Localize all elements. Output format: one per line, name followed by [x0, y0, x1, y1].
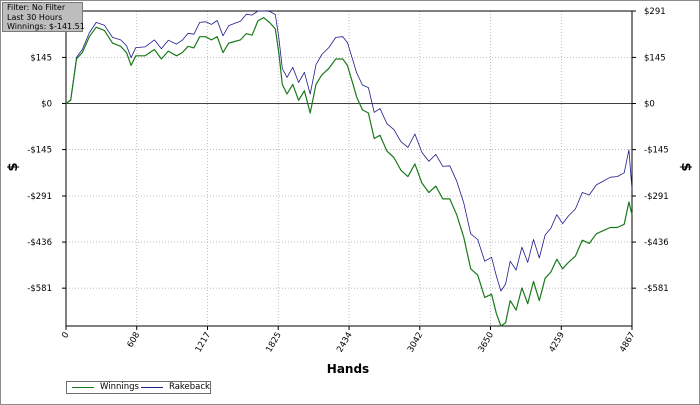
series-layer: [65, 10, 633, 327]
y-tick-label-left: -$436: [27, 238, 52, 248]
gridlines: [65, 10, 633, 326]
legend: Winnings Rakeback: [66, 381, 211, 394]
series-line-winnings: [65, 17, 633, 327]
y-tick-label-left: -$291: [27, 192, 52, 202]
x-tick-label: 1825: [264, 331, 283, 355]
y-tick-label-left: $0: [41, 99, 52, 109]
ticks: 06081217182524343042365042594867$291$291…: [27, 7, 668, 354]
y-tick-label-right: -$436: [644, 238, 669, 248]
legend-swatch-rakeback: [141, 387, 163, 388]
y-tick-label-right: -$145: [644, 146, 669, 156]
winnings-text: Winnings: $-141.51: [7, 22, 85, 31]
series-line-rakeback: [65, 10, 633, 292]
y-tick-label-right: -$291: [644, 192, 669, 202]
filter-text: Filter: No Filter: [7, 3, 66, 12]
y-tick-label-right: -$581: [644, 284, 669, 294]
y-tick-label-right: $291: [644, 7, 666, 17]
y-axis-title-right: $: [678, 162, 693, 171]
info-box: Filter: No Filter Last 30 Hours Winnings…: [2, 2, 85, 32]
x-tick-label: 0: [60, 331, 71, 341]
x-tick-label: 3650: [477, 331, 496, 355]
y-tick-label-right: $0: [644, 99, 655, 109]
legend-swatch-winnings: [72, 387, 94, 388]
y-tick-label-left: -$581: [27, 284, 52, 294]
x-tick-label: 1217: [194, 331, 213, 355]
y-tick-label-left: -$145: [27, 146, 52, 156]
y-axis-title-left: $: [6, 162, 21, 171]
y-tick-label-left: $145: [30, 53, 52, 63]
y-tick-label-right: $145: [644, 53, 666, 63]
x-axis-title: Hands: [327, 362, 369, 376]
period-text: Last 30 Hours: [7, 12, 63, 22]
x-tick-label: 4867: [618, 331, 637, 355]
legend-label-rakeback: Rakeback: [169, 382, 210, 392]
x-tick-label: 3042: [406, 331, 425, 355]
x-tick-label: 608: [126, 331, 143, 350]
x-tick-label: 2434: [335, 331, 354, 355]
x-tick-label: 4259: [547, 331, 566, 355]
legend-label-winnings: Winnings: [100, 382, 139, 392]
